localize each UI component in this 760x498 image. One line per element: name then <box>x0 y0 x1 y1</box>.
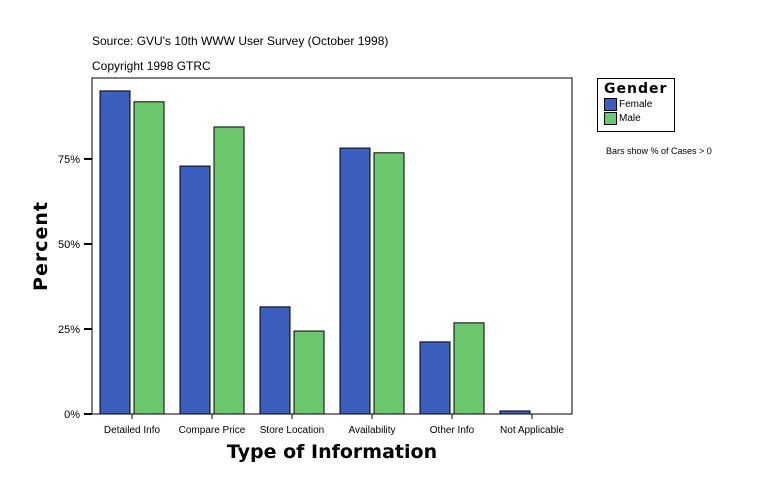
bar-female <box>419 341 451 415</box>
legend-title: Gender <box>604 81 668 97</box>
bar-male <box>293 330 325 415</box>
y-tick-label: 75% <box>58 154 80 166</box>
x-tick-label: Availability <box>348 425 395 436</box>
bar-female <box>99 90 131 415</box>
cases-note: Bars show % of Cases > 0 <box>606 146 712 156</box>
bar-female <box>179 165 211 415</box>
bar-female <box>339 147 371 415</box>
bar-male <box>453 322 485 415</box>
x-tick-label: Detailed Info <box>104 425 161 436</box>
legend-swatch-male <box>604 111 617 125</box>
x-tick-label: Not Applicable <box>500 425 564 436</box>
bar-male <box>213 126 245 415</box>
x-tick-label: Compare Price <box>179 425 246 436</box>
legend-label-female: Female <box>619 98 653 110</box>
plot-area <box>91 77 573 415</box>
source-text: Source: GVU's 10th WWW User Survey (Octo… <box>92 34 389 48</box>
legend-item-female: Female <box>604 97 674 111</box>
y-axis-label: Percent <box>30 201 52 291</box>
legend-item-male: Male <box>604 111 674 125</box>
legend: Gender Female Male <box>597 78 675 132</box>
y-tick-label: 50% <box>58 239 80 251</box>
legend-swatch-female <box>604 97 617 111</box>
y-tick-label: 25% <box>58 324 80 336</box>
x-tick-label: Other Info <box>430 425 475 436</box>
bar-female <box>259 306 291 415</box>
copyright-text: Copyright 1998 GTRC <box>92 59 211 73</box>
bar-male <box>373 152 405 415</box>
y-tick-label: 0% <box>64 409 80 421</box>
x-tick-label: Store Location <box>260 425 325 436</box>
legend-label-male: Male <box>619 112 641 124</box>
bar-female <box>499 410 531 415</box>
bar-male <box>133 101 165 415</box>
x-axis-label: Type of Information <box>227 441 437 463</box>
